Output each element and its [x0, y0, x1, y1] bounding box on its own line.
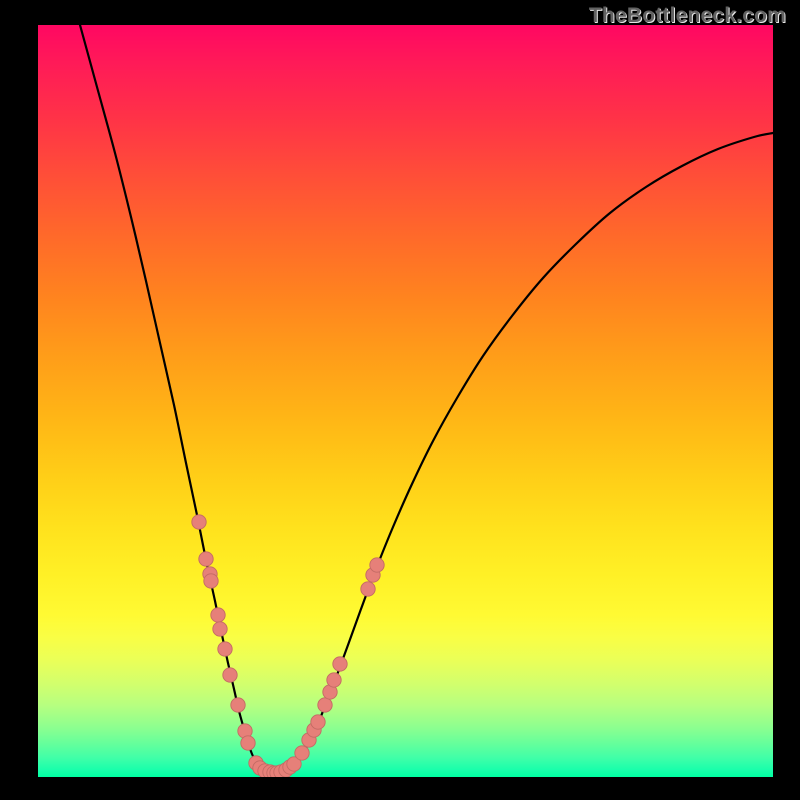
data-point	[311, 715, 325, 729]
data-point	[231, 698, 245, 712]
data-point	[211, 608, 225, 622]
data-point	[223, 668, 237, 682]
data-point	[241, 736, 255, 750]
data-point	[218, 642, 232, 656]
data-point	[318, 698, 332, 712]
data-point	[333, 657, 347, 671]
data-point	[370, 558, 384, 572]
data-point	[192, 515, 206, 529]
data-point-group	[192, 515, 384, 777]
plot-area	[38, 25, 773, 777]
data-point	[204, 574, 218, 588]
chart-overlay	[38, 25, 773, 777]
data-point	[213, 622, 227, 636]
bottleneck-curve	[80, 25, 773, 773]
data-point	[361, 582, 375, 596]
data-point	[327, 673, 341, 687]
data-point	[295, 746, 309, 760]
watermark-text: TheBottleneck.com	[589, 4, 786, 28]
data-point	[199, 552, 213, 566]
